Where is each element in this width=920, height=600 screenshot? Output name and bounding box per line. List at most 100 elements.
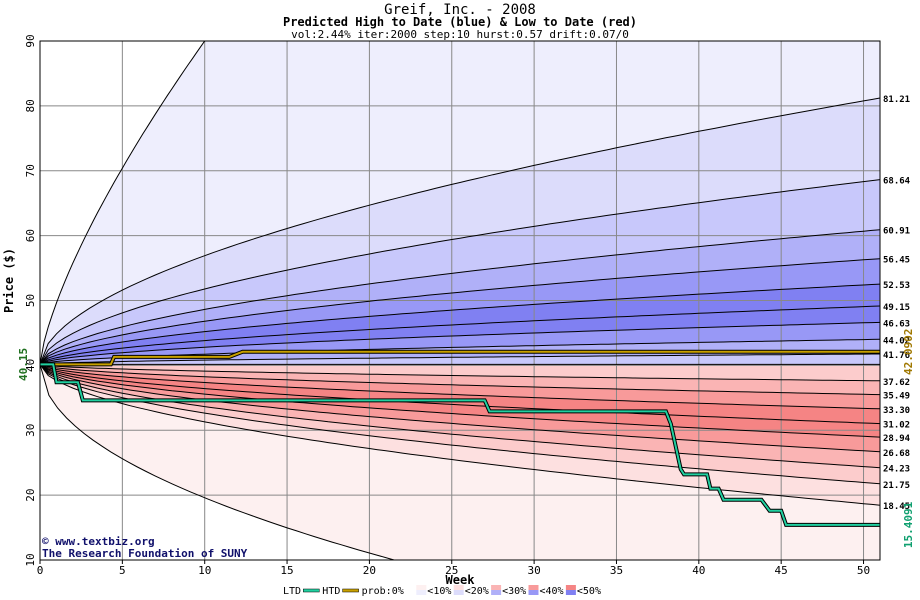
- red-curve-end-label: 37.62: [883, 378, 910, 388]
- legend-prob-swatch-red: [491, 585, 502, 590]
- legend-prob-bucket-label: <30%: [502, 586, 526, 597]
- blue-quantile-curve: [39, 258, 881, 365]
- outer-low-curve: [39, 364, 880, 561]
- blue-curve-end-label: 41.76: [883, 351, 910, 361]
- legend-prob-swatch-blue: [528, 590, 539, 595]
- legend-prob-swatch-red: [453, 585, 464, 590]
- legend-prob-bucket-label: <50%: [577, 586, 601, 597]
- htd-line: [40, 350, 880, 366]
- ltd-line: [40, 363, 880, 526]
- blue-curve-end-label: 60.91: [883, 227, 910, 237]
- red-quantile-curve: [39, 364, 881, 453]
- blue-quantile-curve: [39, 305, 881, 365]
- red-quantile-curve: [39, 364, 881, 506]
- blue-curve-end-label: 68.64: [883, 177, 911, 187]
- htd-final-value-label: 42.0902: [902, 329, 915, 375]
- red-curve-end-label: 28.94: [883, 434, 911, 444]
- start-price-label: 40.15: [17, 348, 30, 381]
- legend-prob-label: prob:0%: [362, 586, 404, 597]
- legend-htd-swatch: [342, 588, 359, 593]
- y-tick-label: 70: [24, 164, 37, 177]
- x-tick-label: 40: [692, 564, 705, 577]
- blue-probability-band: [40, 322, 880, 365]
- y-tick-label: 80: [24, 99, 37, 112]
- red-curve-end-label: 18.45: [883, 502, 910, 512]
- red-probability-band: [40, 364, 880, 560]
- blue-quantile-curve: [39, 229, 881, 365]
- blue-quantile-curve: [39, 283, 881, 365]
- red-curve-end-label: 21.75: [883, 481, 910, 491]
- y-tick-label: 20: [24, 489, 37, 502]
- y-tick-label: 30: [24, 424, 37, 437]
- red-curve-end-label: 24.23: [883, 465, 910, 475]
- red-probability-band: [40, 364, 880, 409]
- legend-prob-swatch-blue: [491, 590, 502, 595]
- red-quantile-curve: [39, 363, 881, 438]
- x-axis-label: Week: [446, 573, 476, 587]
- x-tick-label: 25: [445, 564, 458, 577]
- red-curve-end-label: 33.30: [883, 406, 910, 416]
- legend-prob-swatch: [404, 585, 415, 595]
- blue-curve-end-label: 49.15: [883, 303, 910, 313]
- plot-border: [39, 40, 881, 561]
- red-quantile-curve: [39, 363, 881, 410]
- x-tick-label: 50: [857, 564, 870, 577]
- x-tick-label: 35: [610, 564, 623, 577]
- y-tick-label: 10: [24, 553, 37, 566]
- chart-subtitle: Predicted High to Date (blue) & Low to D…: [282, 15, 637, 29]
- legend-ltd-swatch: [303, 588, 320, 593]
- red-curve-end-label: 26.68: [883, 449, 910, 459]
- red-probability-band: [40, 364, 880, 424]
- red-quantile-curve: [39, 363, 881, 382]
- outer-high-curve: [39, 40, 880, 365]
- x-tick-label: 30: [527, 564, 540, 577]
- credit-website: © www.textbiz.org: [42, 535, 155, 548]
- blue-quantile-curve: [39, 179, 881, 365]
- red-probability-band: [40, 364, 880, 506]
- legend-prob-bucket-label: <20%: [465, 586, 489, 597]
- red-curve-end-label: 35.49: [883, 392, 910, 402]
- y-tick-label: 60: [24, 229, 37, 242]
- red-quantile-curve: [39, 363, 881, 425]
- x-tick-label: 15: [280, 564, 293, 577]
- x-tick-label: 0: [37, 564, 44, 577]
- x-tick-label: 5: [119, 564, 126, 577]
- red-probability-band: [40, 364, 880, 484]
- x-tick-label: 10: [198, 564, 211, 577]
- blue-quantile-curve: [39, 353, 880, 365]
- legend-prob-swatch-red: [565, 585, 576, 590]
- red-quantile-curve: [39, 364, 881, 485]
- red-probability-band: [40, 364, 880, 468]
- blue-curve-end-label: 52.53: [883, 281, 910, 291]
- legend-prob-swatch-blue: [453, 590, 464, 595]
- y-tick-label: 90: [24, 34, 37, 47]
- blue-probability-band: [40, 41, 880, 365]
- blue-curve-end-label: 44.02: [883, 336, 910, 346]
- y-axis-label: Price ($): [2, 248, 16, 313]
- legend-ltd-label: LTD: [283, 586, 301, 597]
- legend-prob-swatch-blue: [565, 590, 576, 595]
- blue-quantile-curve: [39, 321, 881, 365]
- y-tick-label: 40: [24, 359, 37, 372]
- red-quantile-curve: [39, 364, 881, 469]
- blue-probability-band: [40, 258, 880, 365]
- legend-htd-label: HTD: [322, 586, 340, 597]
- chart-parameters: vol:2.44% iter:2000 step:10 hurst:0.57 d…: [291, 28, 629, 41]
- blue-probability-band: [40, 98, 880, 365]
- red-probability-band: [40, 364, 880, 381]
- ltd-final-value-label: 15.4091: [902, 501, 915, 548]
- blue-quantile-curve: [39, 97, 881, 365]
- y-tick-label: 50: [24, 294, 37, 307]
- blue-probability-band: [40, 354, 880, 365]
- blue-probability-band: [40, 229, 880, 365]
- red-quantile-curve: [39, 363, 881, 396]
- legend-prob-bucket-label: <10%: [427, 586, 451, 597]
- blue-curve-end-label: 56.45: [883, 256, 910, 266]
- x-tick-label: 20: [363, 564, 376, 577]
- chart-title: Greif, Inc. - 2008: [384, 2, 536, 18]
- credit-organization: The Research Foundation of SUNY: [42, 547, 248, 560]
- x-tick-label: 45: [775, 564, 788, 577]
- legend-prob-swatch-red: [416, 585, 427, 590]
- blue-curve-end-label: 46.63: [883, 319, 910, 329]
